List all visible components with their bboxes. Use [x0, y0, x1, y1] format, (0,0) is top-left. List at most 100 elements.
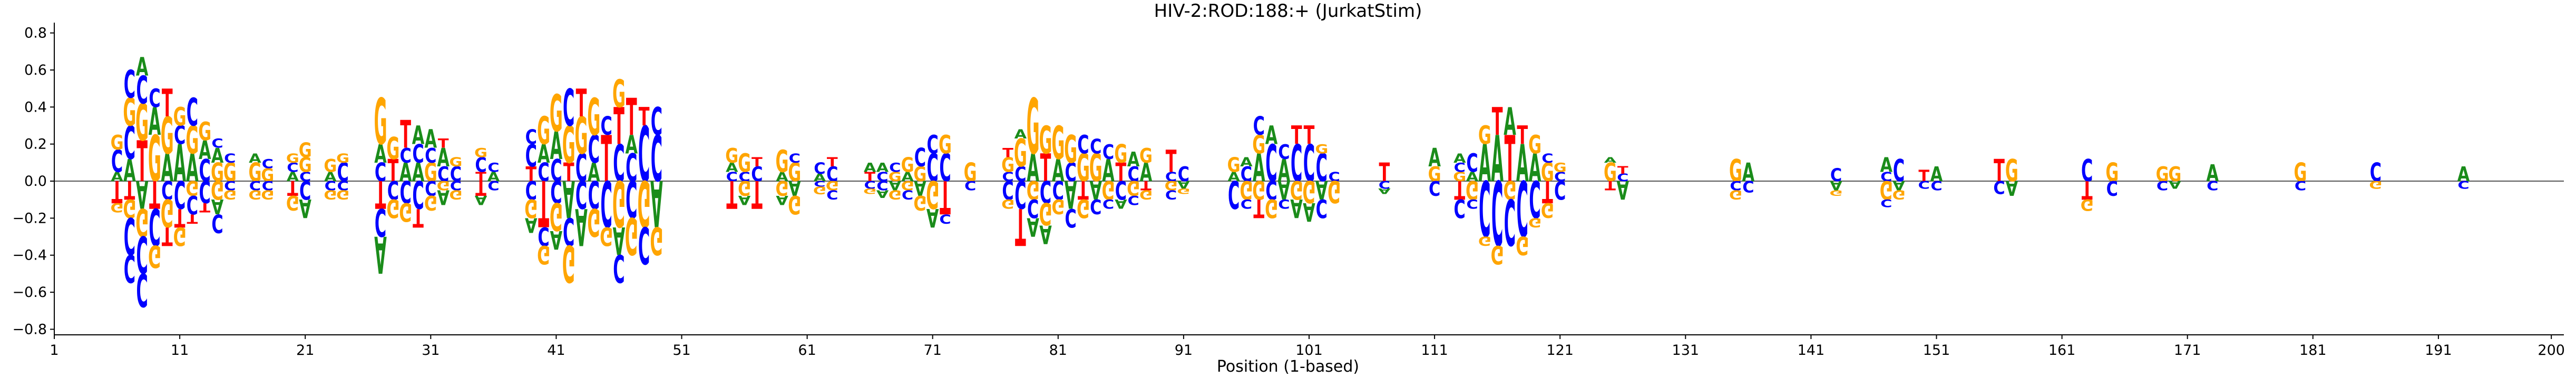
- x-tick-label: 141: [1798, 342, 1825, 359]
- logo-letter-C: C: [124, 245, 135, 289]
- logo-letter-G: G: [1077, 193, 1090, 223]
- logo-letter-G: G: [650, 218, 663, 262]
- logo-letter-C: C: [1127, 163, 1139, 186]
- x-tick-label: 151: [1923, 342, 1950, 359]
- x-tick-label: 101: [1295, 342, 1323, 359]
- logo-letter-A: A: [249, 152, 261, 166]
- logo-letter-G: G: [550, 194, 563, 237]
- logo-letter-A: A: [186, 147, 199, 191]
- logo-letter-G: G: [248, 187, 261, 201]
- logo-letter-C: C: [2295, 178, 2306, 192]
- logo-letter-C: C: [1228, 172, 1240, 215]
- logo-letter-G: G: [374, 85, 387, 159]
- y-tick-label: 0.0: [24, 173, 47, 190]
- logo-letter-G: G: [437, 178, 450, 192]
- logo-letter-T: T: [287, 176, 298, 199]
- logo-letter-C: C: [550, 174, 562, 210]
- logo-letter-A: A: [1027, 147, 1039, 191]
- x-tick-label: 21: [296, 342, 314, 359]
- logo-letter-G: G: [1892, 187, 1906, 201]
- logo-letter-G: G: [2168, 163, 2181, 186]
- logo-letter-C: C: [224, 152, 236, 166]
- x-tick-label: 181: [2299, 342, 2327, 359]
- logo-letter-G: G: [386, 131, 399, 166]
- logo-letter-A: A: [650, 166, 663, 240]
- logo-letter-G: G: [600, 221, 613, 251]
- logo-letter-C: C: [864, 178, 875, 191]
- logo-letter-T: T: [1015, 197, 1026, 256]
- logo-letter-G: G: [123, 193, 136, 223]
- logo-letter-C: C: [789, 152, 801, 166]
- logo-letter-C: C: [525, 138, 537, 174]
- logo-letter-C: C: [1491, 160, 1503, 263]
- logo-letter-C: C: [161, 175, 173, 204]
- logo-letter-G: G: [1315, 142, 1328, 156]
- logo-letter-G: G: [1604, 158, 1617, 187]
- logo-letter-C: C: [738, 170, 750, 184]
- logo-letter-C: C: [136, 263, 148, 315]
- logo-letter-G: G: [1541, 198, 1554, 221]
- logo-letter-T: T: [162, 82, 173, 126]
- logo-letter-A: A: [374, 225, 387, 284]
- logo-letter-G: G: [1001, 154, 1014, 177]
- logo-letter-G: G: [775, 144, 788, 180]
- x-tick-label: 171: [2174, 342, 2201, 359]
- logo-letter-G: G: [111, 200, 124, 214]
- logo-letter-A: A: [1127, 148, 1140, 171]
- logo-letter-C: C: [375, 158, 386, 187]
- logo-letter-C: C: [651, 122, 662, 196]
- logo-letter-G: G: [248, 158, 261, 187]
- logo-letter-C: C: [1090, 135, 1101, 158]
- logo-letter-C: C: [1090, 194, 1101, 217]
- logo-letter-A: A: [2006, 176, 2018, 199]
- logo-letter-C: C: [211, 208, 223, 237]
- x-tick-label: 111: [1421, 342, 1448, 359]
- logo-letter-A: A: [562, 169, 575, 228]
- logo-letter-G: G: [1528, 130, 1541, 160]
- logo-letter-G: G: [1541, 158, 1554, 187]
- logo-letter-G: G: [286, 152, 299, 166]
- logo-letter-C: C: [814, 179, 825, 188]
- logo-letter-G: G: [424, 191, 437, 214]
- logo-letter-A: A: [173, 134, 186, 193]
- logo-letter-A: A: [889, 178, 901, 192]
- logo-letter-G: G: [775, 176, 788, 199]
- logo-letter-T: T: [563, 158, 574, 187]
- logo-letter-G: G: [123, 91, 136, 135]
- logo-letter-C: C: [174, 172, 186, 215]
- logo-letter-C: C: [1554, 170, 1566, 184]
- logo-letter-G: G: [1001, 196, 1014, 211]
- chart-title: HIV-2:ROD:188:+ (JurkatStim): [1154, 1, 1422, 22]
- logo-letter-G: G: [1051, 117, 1065, 170]
- logo-letter-T: T: [149, 172, 160, 215]
- logo-letter-C: C: [1617, 172, 1628, 184]
- logo-letter-G: G: [2156, 163, 2169, 186]
- logo-letter-G: G: [424, 158, 437, 187]
- logo-letter-T: T: [525, 163, 536, 186]
- logo-letter-A: A: [1428, 143, 1441, 173]
- logo-letter-C: C: [487, 178, 499, 192]
- x-tick-label: 61: [798, 342, 816, 359]
- logo-letter-A: A: [1479, 134, 1491, 193]
- logo-letter-C: C: [1102, 141, 1114, 164]
- logo-letter-A: A: [136, 172, 149, 215]
- logo-letter-G: G: [1177, 186, 1190, 195]
- logo-letter-G: G: [324, 187, 337, 201]
- logo-letter-G: G: [474, 146, 487, 160]
- logo-letter-G: G: [625, 206, 638, 265]
- logo-letter-A: A: [425, 124, 437, 154]
- logo-letter-C: C: [337, 178, 348, 192]
- logo-letter-G: G: [1165, 178, 1178, 192]
- logo-letter-G: G: [524, 193, 538, 223]
- logo-letter-C: C: [1541, 152, 1553, 166]
- logo-letter-A: A: [1315, 175, 1328, 204]
- logo-letter-G: G: [1290, 175, 1303, 204]
- logo-letter-C: C: [425, 176, 436, 199]
- logo-letter-C: C: [826, 187, 838, 201]
- logo-letter-C: C: [450, 163, 462, 186]
- logo-letter-C: C: [575, 172, 587, 215]
- logo-letter-C: C: [563, 208, 574, 252]
- logo-letter-C: C: [1466, 196, 1478, 211]
- logo-letter-G: G: [1428, 163, 1441, 186]
- logo-letter-A: A: [776, 170, 788, 184]
